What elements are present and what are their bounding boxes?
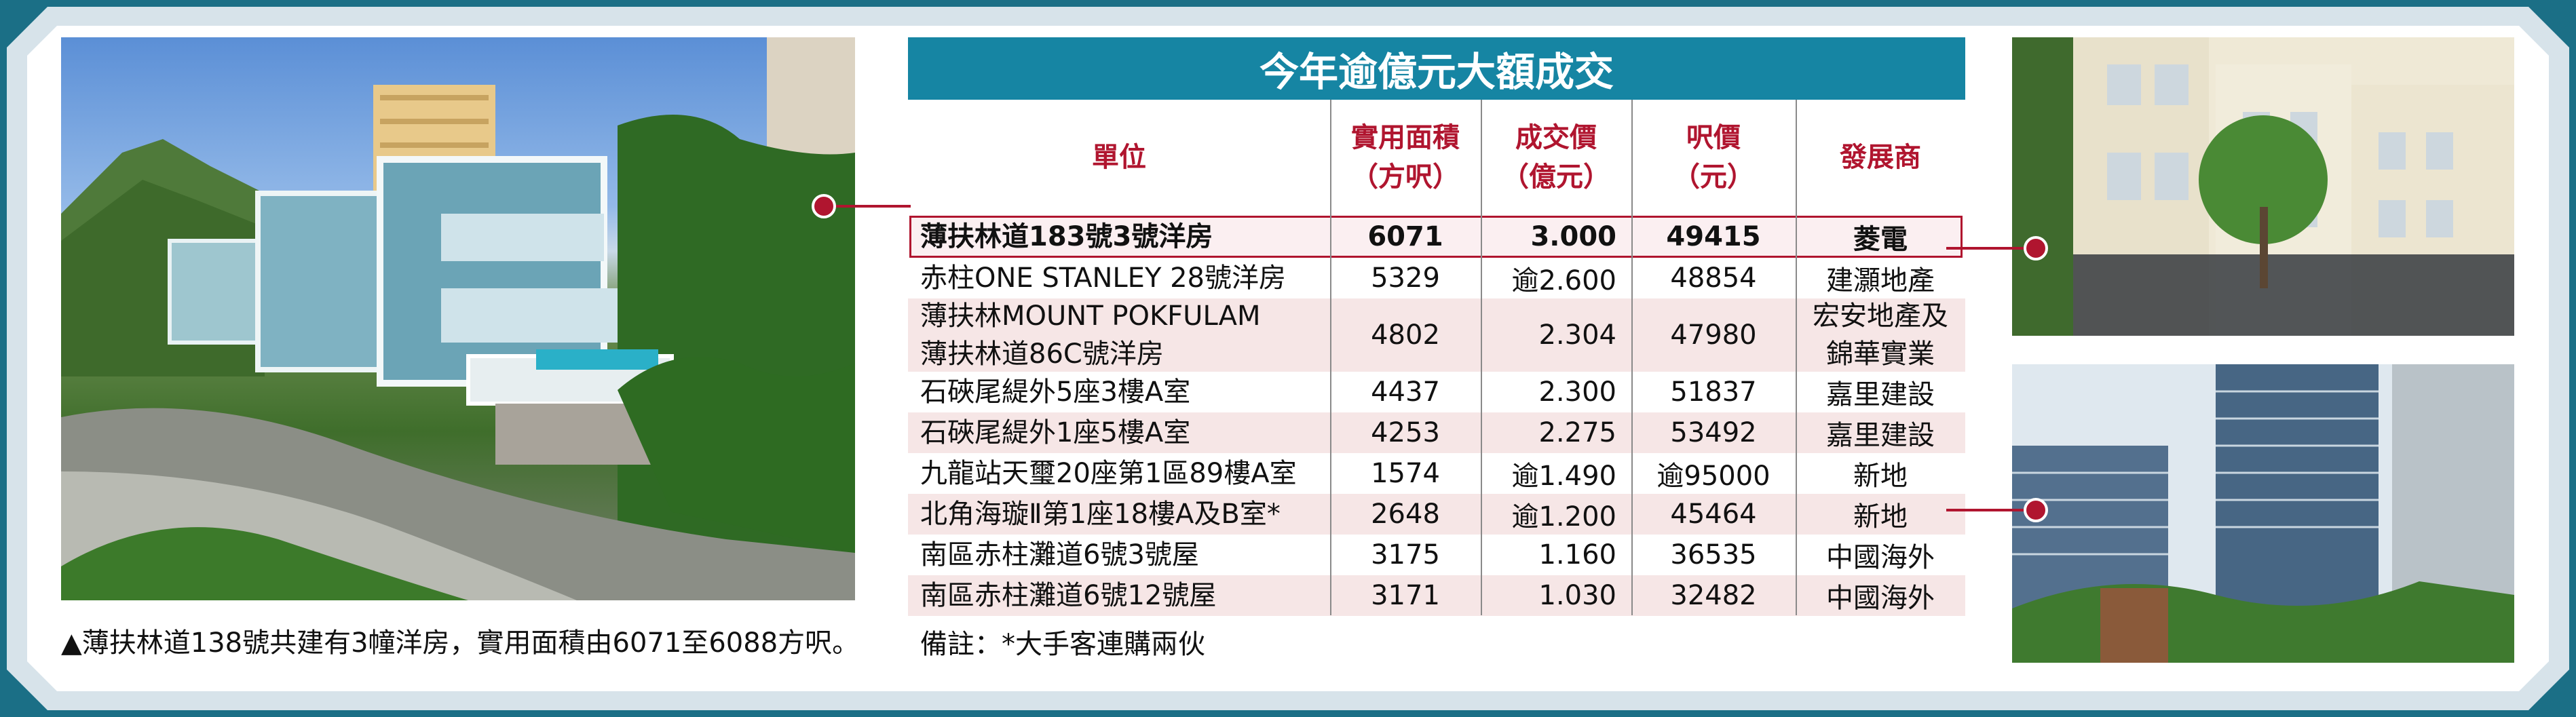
unit-line-2: 薄扶林道86C號洋房 <box>920 338 1164 370</box>
unit-line-1: 石硤尾緹外1座5樓A室 <box>920 417 1191 448</box>
unit-line-1: 薄扶林MOUNT POKFULAM <box>920 301 1261 332</box>
cell-area: 1574 <box>1371 458 1440 489</box>
top-right-illustration <box>2012 37 2514 336</box>
cell-developer: 新地 <box>1853 461 1908 492</box>
cell-developer: 建灝地產 <box>1826 265 1935 296</box>
highlight-row-frame <box>909 216 1963 258</box>
stanley-houses-photo <box>2012 37 2514 336</box>
cell-area: 2648 <box>1371 499 1440 530</box>
cell-unit: 南區赤柱灘道6號12號屋 <box>920 580 1217 611</box>
photo-caption: ▲薄扶林道138號共建有3幢洋房，實用面積由6071至6088方呎。 <box>61 627 860 659</box>
table-title: 今年逾億元大額成交 <box>908 37 1965 100</box>
header-unit: 單位 <box>908 100 1330 215</box>
header-unit-label: 單位 <box>1092 142 1146 173</box>
connector-dot <box>2024 236 2048 260</box>
cell-unit: 赤柱ONE STANLEY 28號洋房 <box>920 258 1545 298</box>
header-developer-label: 發展商 <box>1840 142 1921 173</box>
table-row: 九龍站天璽20座第1區89樓A室 1574 逾1.490 逾95000 新地 <box>908 453 1965 494</box>
cell-psf: 45464 <box>1670 499 1757 530</box>
bottom-right-illustration <box>2012 364 2514 663</box>
developer-line-2: 錦華實業 <box>1826 338 1935 370</box>
cell-psf: 49415 <box>1666 221 1761 252</box>
cell-area: 4437 <box>1371 376 1440 408</box>
connector-dot <box>2024 498 2048 522</box>
cell-psf: 36535 <box>1670 539 1757 570</box>
main-photo-illustration <box>61 37 855 600</box>
header-area-label: 實用面積 <box>1351 122 1460 153</box>
cell-area: 3175 <box>1371 539 1440 570</box>
cell-price: 2.275 <box>1538 417 1616 448</box>
cell-price: 1.160 <box>1538 539 1616 570</box>
cell-psf: 51837 <box>1670 376 1757 408</box>
unit-line-1: 薄扶林道183號3號洋房 <box>920 221 1213 252</box>
table-row: 薄扶林道183號3號洋房 6071 3.000 49415 菱電 <box>908 216 1965 258</box>
table-row: 石硤尾緹外5座3樓A室 4437 2.300 51837 嘉里建設 <box>908 372 1965 412</box>
header-price-label: 成交價 <box>1515 122 1597 153</box>
cell-area: 6071 <box>1367 221 1443 252</box>
unit-line-1: 赤柱ONE STANLEY 28號洋房 <box>920 263 1287 294</box>
unit-line-1: 南區赤柱灘道6號3號屋 <box>920 539 1199 570</box>
transactions-table: 今年逾億元大額成交 單位 實用面積 （方呎） 成交價 （億元） 呎價 （元） 發… <box>908 37 1965 664</box>
cell-unit: 石硤尾緹外5座3樓A室 <box>920 372 1545 412</box>
header-psf: 呎價 （元） <box>1631 100 1796 215</box>
header-psf-label: 呎價 <box>1686 122 1741 153</box>
cell-unit: 石硤尾緹外1座5樓A室 <box>920 412 1545 453</box>
connector-dot <box>812 194 836 218</box>
cell-developer: 嘉里建設 <box>1826 420 1935 451</box>
column-divider <box>1330 100 1331 615</box>
cell-developer: 中國海外 <box>1826 583 1935 614</box>
cell-developer: 中國海外 <box>1826 542 1935 573</box>
cell-unit: 薄扶林道183號3號洋房 <box>920 216 1545 258</box>
header-price-unit: （億元） <box>1502 161 1610 193</box>
cell-psf: 53492 <box>1670 417 1757 448</box>
cell-unit: 九龍站天璽20座第1區89樓A室 <box>920 453 1545 494</box>
cell-area: 3171 <box>1371 580 1440 611</box>
header-developer: 發展商 <box>1796 100 1965 215</box>
table-row: 南區赤柱灘道6號3號屋 3175 1.160 36535 中國海外 <box>908 535 1965 575</box>
unit-line-1: 石硤尾緹外5座3樓A室 <box>920 376 1191 408</box>
table-row: 石硤尾緹外1座5樓A室 4253 2.275 53492 嘉里建設 <box>908 412 1965 453</box>
header-price: 成交價 （億元） <box>1481 100 1631 215</box>
header-area-unit: （方呎） <box>1351 161 1460 193</box>
column-divider <box>1796 100 1797 615</box>
cell-price: 2.300 <box>1538 376 1616 408</box>
cell-developer: 新地 <box>1853 501 1908 532</box>
cell-price: 3.000 <box>1530 221 1616 252</box>
north-point-towers-photo <box>2012 364 2514 663</box>
developer-line-1: 宏安地產及 <box>1813 301 1948 332</box>
cell-area: 4253 <box>1371 417 1440 448</box>
cell-psf: 47980 <box>1670 319 1757 351</box>
cell-price: 逾1.490 <box>1511 461 1616 492</box>
cell-developer: 嘉里建設 <box>1826 379 1935 410</box>
unit-line-1: 北角海璇Ⅱ第1座18樓A及B室* <box>920 499 1281 530</box>
table-row: 南區赤柱灘道6號12號屋 3171 1.030 32482 中國海外 <box>908 575 1965 616</box>
cell-psf: 逾95000 <box>1656 461 1770 492</box>
cell-psf: 32482 <box>1670 580 1757 611</box>
table-row: 北角海璇Ⅱ第1座18樓A及B室* 2648 逾1.200 45464 新地 <box>908 494 1965 535</box>
cell-unit: 北角海璇Ⅱ第1座18樓A及B室* <box>920 494 1545 535</box>
cell-price: 逾2.600 <box>1511 265 1616 296</box>
cell-developer: 菱電 <box>1853 224 1908 255</box>
header-area: 實用面積 （方呎） <box>1330 100 1481 215</box>
header-psf-unit: （元） <box>1673 161 1754 193</box>
table-row: 赤柱ONE STANLEY 28號洋房 5329 逾2.600 48854 建灝… <box>908 258 1965 298</box>
column-divider <box>1631 100 1633 615</box>
table-note: 備註：*大手客連購兩伙 <box>920 629 1205 660</box>
table-row: 薄扶林MOUNT POKFULAM 薄扶林道86C號洋房 4802 2.304 … <box>908 298 1965 372</box>
cell-unit: 薄扶林MOUNT POKFULAM 薄扶林道86C號洋房 <box>920 298 1545 372</box>
unit-line-1: 九龍站天璽20座第1區89樓A室 <box>920 458 1297 489</box>
cell-area: 4802 <box>1371 319 1440 351</box>
connector-line <box>1946 247 2034 250</box>
cell-area: 5329 <box>1371 263 1440 294</box>
connector-line <box>822 205 911 208</box>
connector-line <box>1946 509 2034 511</box>
cell-price: 1.030 <box>1538 580 1616 611</box>
cell-unit: 南區赤柱灘道6號3號屋 <box>920 535 1545 575</box>
main-photo-houses <box>61 37 855 600</box>
cell-developer: 宏安地產及 錦華實業 <box>1796 298 1965 372</box>
cell-psf: 48854 <box>1670 263 1757 294</box>
cell-price: 2.304 <box>1538 319 1616 351</box>
cell-price: 逾1.200 <box>1511 501 1616 532</box>
column-divider <box>1481 100 1482 615</box>
